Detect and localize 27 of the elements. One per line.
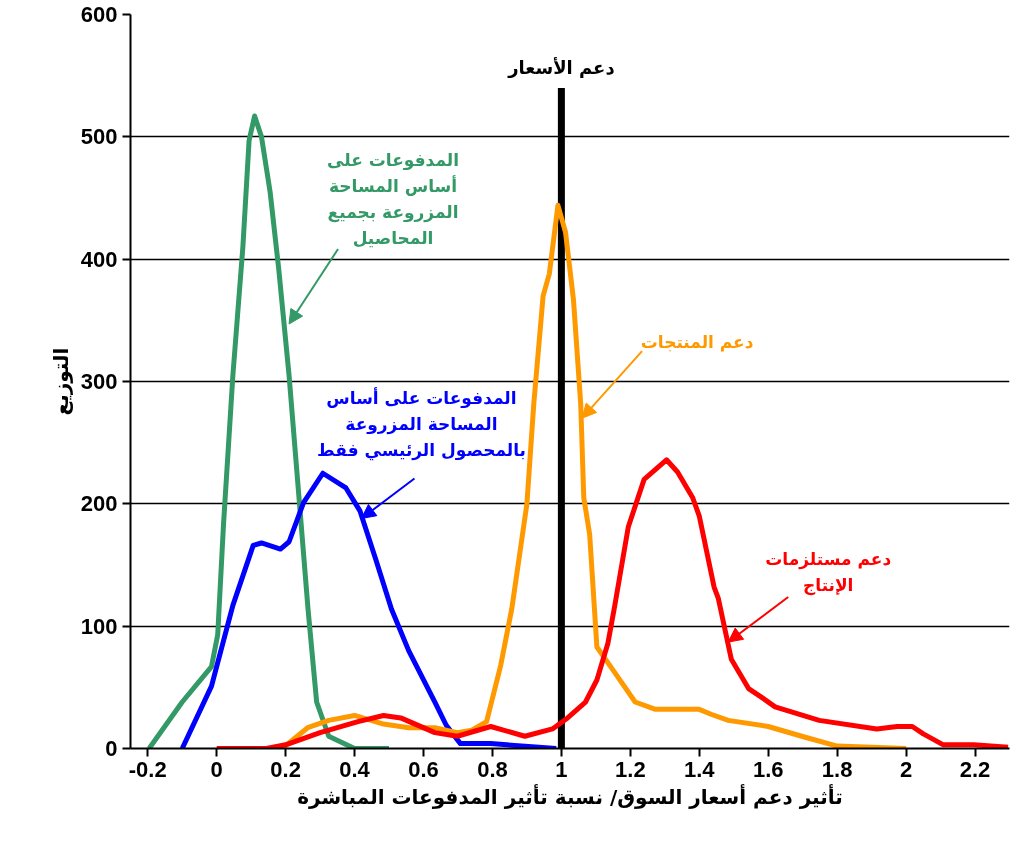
y-axis-title: التوزيع bbox=[48, 347, 73, 416]
annotation: المدفوعات على أساس المساحة المزروعة بجميع المحاصيل bbox=[327, 150, 460, 248]
x-tick-label: -0.2 bbox=[128, 756, 167, 782]
y-tick-label: 400 bbox=[80, 246, 118, 272]
x-tick-label: 0 bbox=[210, 756, 223, 782]
x-axis-title: تأثير دعم أسعار السوق/ نسبة تأثير المدفوعات المباشرة bbox=[297, 782, 843, 809]
annotation: دعم المنتجات bbox=[640, 332, 754, 353]
annotation: المدفوعات على أساس المساحة المزروعة بالمحصول الرئيسي فقط bbox=[316, 386, 526, 461]
y-tick-label: 100 bbox=[80, 613, 118, 639]
x-tick-label: 1 bbox=[555, 756, 568, 782]
x-tick-label: 1.2 bbox=[615, 756, 646, 782]
x-tick-label: 0.4 bbox=[339, 756, 371, 782]
y-tick-label: 200 bbox=[80, 491, 118, 517]
y-tick-label: 0 bbox=[105, 736, 118, 761]
x-tick-label: 2.2 bbox=[959, 756, 991, 782]
y-tick-label: 300 bbox=[80, 369, 118, 394]
y-tick-label: 500 bbox=[80, 124, 118, 150]
x-tick-label: 1.8 bbox=[821, 756, 853, 782]
annotation: دعم مستلزمات الإنتاج bbox=[765, 549, 892, 597]
x-tick-label: 1.6 bbox=[752, 756, 784, 782]
x-tick-label: 1.4 bbox=[683, 756, 716, 782]
x-tick-label: 0.6 bbox=[408, 756, 439, 782]
x-tick-label: 0.2 bbox=[270, 756, 301, 782]
x-tick-label: 2 bbox=[899, 756, 913, 782]
ref-line-label: دعم الأسعار bbox=[507, 56, 615, 78]
y-tick-label: 600 bbox=[80, 2, 118, 27]
x-tick-label: 0.8 bbox=[477, 756, 508, 782]
